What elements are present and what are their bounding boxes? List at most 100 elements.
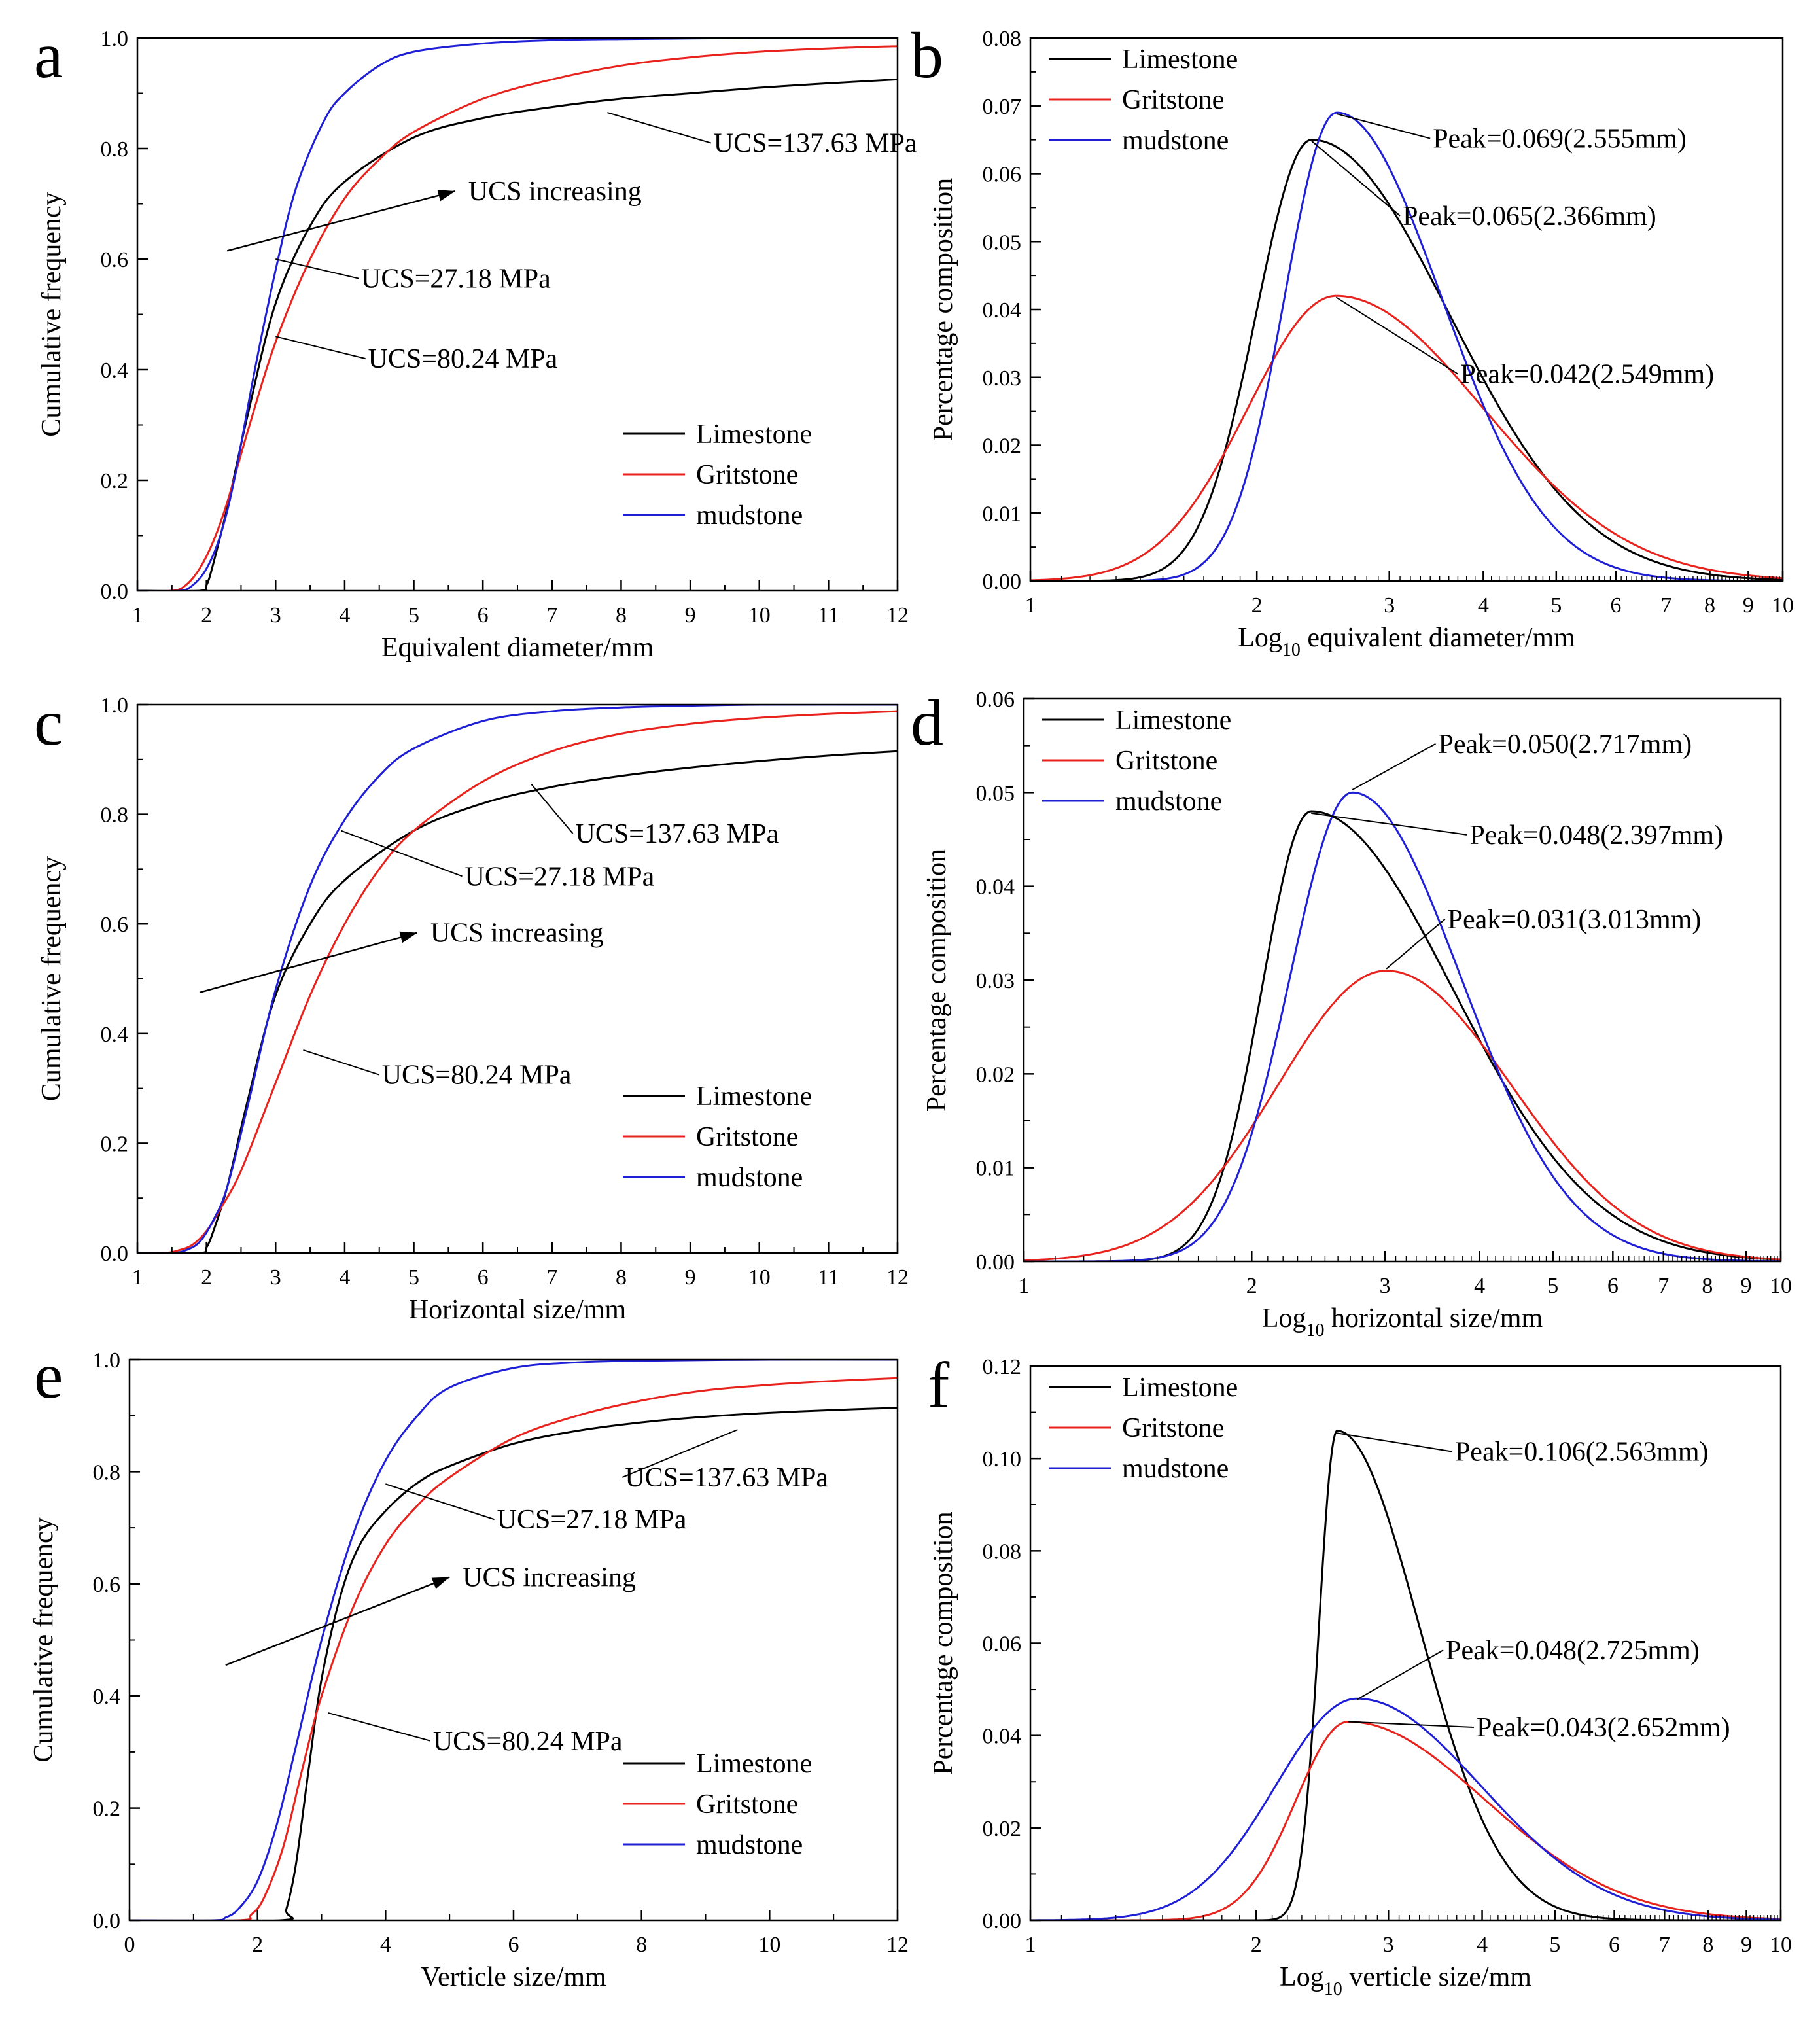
x-tick-label: 8 xyxy=(616,603,627,627)
annotation-label: Peak=0.065(2.366mm) xyxy=(1403,202,1656,232)
y-tick-label: 0.2 xyxy=(93,1797,121,1821)
x-axis-label-subscript: 10 xyxy=(1324,1979,1342,1999)
annotation-label: Peak=0.048(2.397mm) xyxy=(1469,820,1723,851)
panel-d: d 0.00 0.01 0.02 0.03 0.04 0.05 0.06 1 2 3 4 5 6 7 8 9 10… xyxy=(911,686,1792,1341)
annotation-label: UCS=80.24 MPa xyxy=(433,1727,623,1757)
annotation-label: Peak=0.043(2.652mm) xyxy=(1477,1713,1730,1743)
x-tick-label: 1 xyxy=(1025,593,1036,618)
x-axis-label: Equivalent diameter/mm xyxy=(381,633,654,663)
legend-label-limestone: Limestone xyxy=(1122,1373,1238,1403)
annotation-arrow-line xyxy=(227,190,456,252)
legend-label-gritstone: Gritstone xyxy=(696,1789,798,1820)
legend-label-limestone: Limestone xyxy=(696,419,812,449)
series-group xyxy=(130,1360,898,1920)
x-axis-label-main: Log xyxy=(1280,1962,1324,1992)
legend: Limestone Gritstone mudstone xyxy=(1049,1373,1238,1484)
legend-label-mudstone: mudstone xyxy=(696,501,803,531)
legend-label-mudstone: mudstone xyxy=(696,1163,803,1193)
y-tick-label: 0.07 xyxy=(983,95,1022,119)
annotation-label: Peak=0.048(2.725mm) xyxy=(1446,1636,1700,1666)
x-tick-label: 7 xyxy=(546,603,557,627)
annotation-leader-line xyxy=(607,112,712,144)
annotation-label: Peak=0.031(3.013mm) xyxy=(1448,905,1702,935)
legend-label-limestone: Limestone xyxy=(1122,44,1238,75)
panel-c: c0.00.20.40.60.81.01 2 3 4 5 6 7 8 9 10 11 12Horizo… xyxy=(34,686,909,1325)
series-group xyxy=(137,705,898,1253)
x-tick-label: 6 xyxy=(478,603,489,627)
x-tick-label: 8 xyxy=(1702,1933,1713,1957)
y-tick-label: 0.2 xyxy=(101,1132,129,1156)
annotation-label: UCS=27.18 MPa xyxy=(464,862,654,892)
x-tick-label: 9 xyxy=(1743,593,1754,618)
x-tick-label: 11 xyxy=(818,603,839,627)
y-tick-label: 0.04 xyxy=(983,298,1022,323)
x-axis-label: Log10 verticle size/mm xyxy=(1280,1962,1531,1999)
series-line-mudstone xyxy=(1030,111,1783,581)
y-axis-label: Percentage composition xyxy=(922,849,952,1112)
legend: Limestone Gritstone mudstone xyxy=(1042,705,1231,817)
y-axis-label: Cumulative frequency xyxy=(29,1517,59,1762)
annotation-leader-line xyxy=(1335,296,1458,375)
series-line-mudstone xyxy=(1030,1697,1781,1920)
annotation-label: Peak=0.106(2.563mm) xyxy=(1455,1437,1709,1468)
x-tick-label: 2 xyxy=(1251,1933,1262,1957)
annotation-leader-line xyxy=(531,783,574,834)
x-tick-label: 2 xyxy=(1251,593,1263,618)
y-tick-label: 0.8 xyxy=(93,1460,121,1485)
panel-b: b 0.00 0.01 0.02 0.03 0.04 0.05 0.06 0.07 0.08 1 2 3… xyxy=(911,19,1794,660)
series-line-mudstone xyxy=(137,38,898,591)
y-axis-label: Percentage composition xyxy=(928,178,958,441)
y-tick-label: 0.04 xyxy=(983,1725,1022,1749)
y-tick-label: 0.05 xyxy=(983,230,1022,255)
y-tick-label: 0.01 xyxy=(983,502,1022,526)
y-tick-label: 0.02 xyxy=(976,1063,1015,1087)
legend: Limestone Gritstone mudstone xyxy=(623,1749,812,1860)
legend-label-mudstone: mudstone xyxy=(1122,1454,1229,1484)
x-tick-label: 8 xyxy=(616,1265,627,1290)
legend-label-gritstone: Gritstone xyxy=(696,1122,798,1152)
x-tick-label: 10 xyxy=(758,1933,780,1957)
legend-label-gritstone: Gritstone xyxy=(1122,1413,1224,1443)
x-tick-label: 6 xyxy=(1609,1933,1620,1957)
x-tick-label: 12 xyxy=(886,1933,909,1957)
y-tick-label: 1.0 xyxy=(101,694,129,718)
x-tick-label: 10 xyxy=(1770,1274,1792,1298)
y-tick-label: 0.06 xyxy=(983,1632,1022,1657)
x-axis-label: Horizontal size/mm xyxy=(409,1295,627,1325)
x-tick-label: 7 xyxy=(1659,1933,1670,1957)
y-tick-label: 0.08 xyxy=(983,1539,1022,1564)
panel-letter: c xyxy=(34,686,63,759)
y-axis-label: Cumulative frequency xyxy=(37,192,67,436)
annotation-leader-line xyxy=(1311,812,1467,836)
y-tick-label: 0.03 xyxy=(976,969,1015,993)
plot-frame xyxy=(1023,697,1782,1263)
y-tick-label: 1.0 xyxy=(101,27,129,51)
annotation-label: UCS increasing xyxy=(463,1563,636,1593)
series-line-gritstone xyxy=(137,45,898,591)
x-axis-label-tail: equivalent diameter/mm xyxy=(1301,623,1575,653)
series-line-limestone xyxy=(137,78,898,591)
annotation-arrow-head xyxy=(437,189,455,202)
x-tick-label: 8 xyxy=(1704,593,1715,618)
annotations: UCS=137.63 MPa UCS=27.18 MPa UCS increasin… xyxy=(225,1429,828,1757)
series-line-gritstone xyxy=(1030,1721,1781,1920)
annotation-leader-line xyxy=(328,1712,431,1742)
x-tick-label: 12 xyxy=(886,603,909,627)
x-axis-label: Log10 equivalent diameter/mm xyxy=(1238,623,1575,660)
y-tick-label: 0.04 xyxy=(976,875,1015,900)
x-tick-label: 3 xyxy=(1384,593,1395,618)
annotation-leader-line xyxy=(1337,113,1431,139)
panel-letter: a xyxy=(34,19,63,92)
series-line-mudstone xyxy=(1024,791,1781,1261)
legend-label-gritstone: Gritstone xyxy=(696,460,798,490)
x-tick-label: 6 xyxy=(1607,1274,1619,1298)
annotation-leader-line xyxy=(1352,743,1436,790)
annotations: UCS=137.63 MPa UCS=27.18 MPa UCS increasin… xyxy=(199,783,779,1091)
x-tick-label: 9 xyxy=(1741,1933,1752,1957)
y-tick-label: 0.02 xyxy=(983,1817,1022,1841)
x-tick-label: 7 xyxy=(1660,593,1671,618)
y-tick-label: 0.6 xyxy=(93,1573,121,1597)
y-tick-label: 0.4 xyxy=(101,1023,129,1047)
legend-label-gritstone: Gritstone xyxy=(1122,85,1224,115)
